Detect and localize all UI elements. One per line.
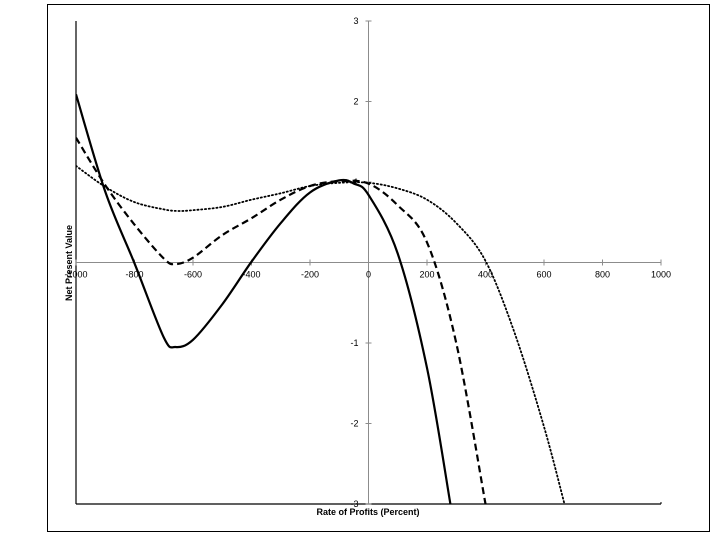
series-line-dashed — [76, 137, 487, 504]
x-tick-label: -800 — [125, 270, 143, 280]
axes-group — [75, 20, 662, 505]
x-tick-label: -600 — [184, 270, 202, 280]
x-tick-label: 600 — [536, 270, 551, 280]
x-tick-label: 400 — [478, 270, 493, 280]
x-axis-title: Rate of Profits (Percent) — [316, 507, 419, 517]
x-tick-label: 800 — [595, 270, 610, 280]
y-tick-label: 2 — [353, 97, 358, 107]
series-group — [76, 93, 566, 504]
y-tick-label: -3 — [350, 499, 358, 509]
x-tick-label: -200 — [301, 270, 319, 280]
x-tick-label: -1000 — [64, 270, 87, 280]
y-axis-title: Net Present Value — [64, 225, 74, 301]
series-line-solid — [76, 93, 452, 504]
y-tick-label: -1 — [350, 338, 358, 348]
y-tick-label: 3 — [353, 16, 358, 26]
x-tick-label: 1000 — [651, 270, 671, 280]
x-tick-label: 0 — [366, 270, 371, 280]
series-line-dotted — [76, 165, 566, 504]
x-tick-label: -400 — [242, 270, 260, 280]
y-tick-label: -2 — [350, 419, 358, 429]
x-tick-label: 200 — [419, 270, 434, 280]
y-tick-label: 1 — [353, 177, 358, 187]
tick-labels-group: -1000 -800 -600 -400 -200 0 200 400 600 800 1000 -3… — [64, 16, 671, 509]
chart-frame — [47, 4, 710, 532]
